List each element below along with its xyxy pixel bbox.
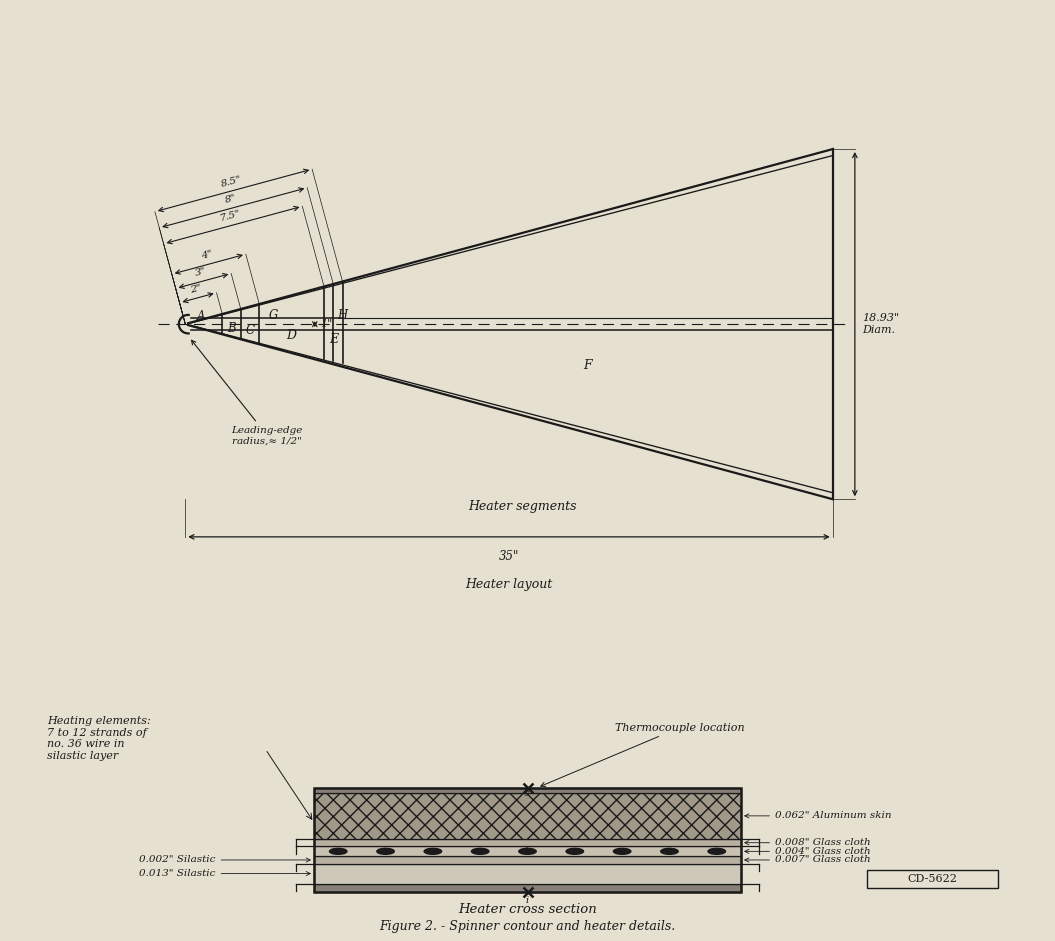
Bar: [314, 856, 741, 864]
Text: Heater cross section: Heater cross section: [458, 903, 597, 917]
Text: Heater segments: Heater segments: [467, 500, 576, 513]
Text: 18.93"
Diam.: 18.93" Diam.: [862, 313, 900, 335]
Text: Heater layout: Heater layout: [465, 578, 553, 591]
Bar: [314, 788, 741, 792]
Text: s: s: [525, 789, 530, 798]
Circle shape: [377, 849, 395, 854]
Text: F: F: [583, 359, 592, 372]
Bar: [314, 788, 741, 892]
Text: 2": 2": [189, 283, 203, 295]
Bar: [314, 792, 741, 839]
Circle shape: [424, 849, 442, 854]
Text: 8": 8": [224, 193, 237, 204]
Text: A: A: [196, 311, 205, 324]
Text: C: C: [246, 324, 254, 337]
Bar: [314, 864, 741, 884]
Circle shape: [472, 849, 488, 854]
Text: 3": 3": [194, 266, 208, 278]
Text: 1": 1": [321, 319, 332, 329]
Text: CD-5622: CD-5622: [907, 874, 957, 885]
Text: D: D: [287, 328, 296, 342]
Text: 0.007" Glass cloth: 0.007" Glass cloth: [745, 855, 870, 865]
Circle shape: [519, 849, 536, 854]
Text: G: G: [269, 310, 277, 323]
Text: 0.013" Silastic: 0.013" Silastic: [139, 869, 310, 878]
Text: 4": 4": [199, 249, 213, 261]
Text: i: i: [526, 896, 529, 905]
Circle shape: [660, 849, 678, 854]
Text: 35": 35": [499, 550, 519, 563]
Text: Figure 2. - Spinner contour and heater details.: Figure 2. - Spinner contour and heater d…: [380, 920, 675, 933]
Bar: [314, 839, 741, 846]
Text: 8.5": 8.5": [219, 174, 243, 188]
Circle shape: [613, 849, 631, 854]
Bar: [867, 870, 998, 888]
Text: H: H: [338, 310, 348, 323]
Bar: [314, 884, 741, 892]
Text: Leading-edge
radius,≈ 1/2": Leading-edge radius,≈ 1/2": [192, 341, 303, 445]
Circle shape: [329, 849, 347, 854]
Bar: [314, 846, 741, 856]
Text: 0.002" Silastic: 0.002" Silastic: [139, 855, 310, 865]
Text: E: E: [329, 333, 338, 346]
Text: 0.008" Glass cloth: 0.008" Glass cloth: [745, 838, 870, 847]
Text: 7.5": 7.5": [219, 209, 242, 223]
Text: Heating elements:
7 to 12 strands of
no. 36 wire in
silastic layer: Heating elements: 7 to 12 strands of no.…: [47, 716, 151, 761]
Circle shape: [567, 849, 583, 854]
Text: h: h: [524, 846, 531, 854]
Text: B: B: [227, 322, 236, 335]
Text: 0.062" Aluminum skin: 0.062" Aluminum skin: [745, 811, 891, 821]
Circle shape: [708, 849, 726, 854]
Text: 0.004" Glass cloth: 0.004" Glass cloth: [745, 847, 870, 856]
Text: Thermocouple location: Thermocouple location: [541, 723, 745, 787]
